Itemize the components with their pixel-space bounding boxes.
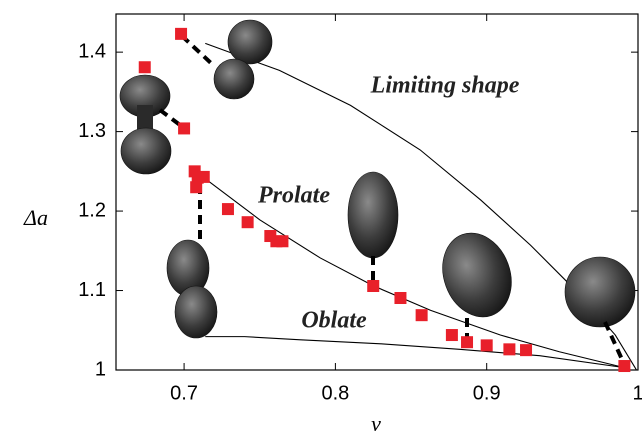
y-tick-label: 1.2	[78, 199, 106, 221]
y-tick-label: 1.4	[78, 40, 106, 62]
x-tick-label: 0.8	[321, 382, 349, 404]
data-point	[618, 360, 631, 373]
y-tick-label: 1.3	[78, 120, 106, 142]
points	[138, 27, 631, 373]
plot-frame	[115, 13, 639, 371]
data-point	[221, 203, 234, 216]
x-axis-label: ν	[371, 411, 381, 432]
data-point	[367, 280, 380, 293]
axes: 1 1.1 1.2 1.3 1.4 0.7 0.8 0.9 1	[78, 14, 642, 404]
annotation: Prolate	[257, 183, 330, 209]
x-tick-label: 1	[632, 382, 642, 404]
annotation: Oblate	[301, 308, 367, 334]
connector	[603, 321, 627, 367]
data-point	[197, 170, 210, 183]
data-point	[415, 309, 428, 322]
connector	[180, 34, 214, 66]
data-point	[445, 329, 458, 342]
sphere-icon	[227, 19, 273, 65]
x-tick-label: 0.7	[170, 382, 198, 404]
data-point	[190, 181, 203, 194]
dumbbell-icon	[120, 127, 172, 175]
data-point	[175, 27, 188, 40]
data-point	[461, 336, 474, 349]
peanut-icon	[174, 285, 218, 339]
data-point	[520, 344, 533, 357]
data-point	[503, 343, 516, 356]
y-tick-label: 1.1	[78, 279, 106, 301]
oblate-icon	[564, 256, 636, 328]
sphere-icon	[213, 58, 255, 100]
shape-icons	[119, 19, 636, 339]
data-point	[178, 122, 191, 135]
ellipsoid-icon	[442, 232, 512, 318]
prolate-icon	[347, 171, 399, 259]
y-axis-label: Δa	[23, 205, 48, 230]
x-tick-label: 0.9	[473, 382, 501, 404]
curve	[205, 336, 625, 369]
data-point	[394, 292, 407, 305]
data-point	[241, 216, 254, 229]
y-tick-label: 1	[95, 358, 106, 380]
data-point	[480, 339, 493, 352]
data-point	[276, 235, 289, 248]
annotation: Limiting shape	[370, 73, 520, 99]
connector	[158, 108, 186, 130]
data-point	[138, 61, 151, 74]
